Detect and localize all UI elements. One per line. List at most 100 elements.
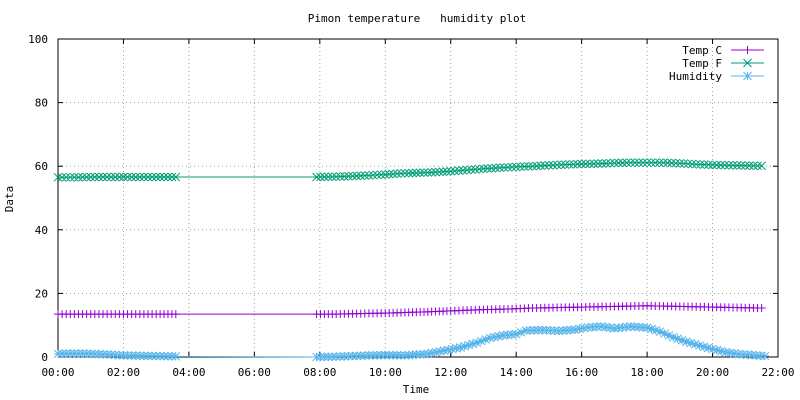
data-point [460,341,469,351]
data-point [139,172,149,182]
data-point [626,322,636,331]
data-point [550,326,559,336]
data-point [691,159,701,169]
data-point [673,334,682,344]
data-point [450,166,460,176]
data-point [683,159,693,169]
data-point [123,172,132,182]
data-point [638,323,648,332]
data-point [712,345,722,355]
data-point [483,164,492,173]
data-point [131,172,141,182]
data-point [98,172,108,182]
data-point [348,171,357,181]
data-point [135,351,145,361]
data-point [384,169,394,179]
data-point [725,348,735,358]
data-point [565,160,574,169]
data-point [82,172,91,182]
data-point [115,172,124,182]
data-point [532,161,541,171]
data-point [630,158,640,168]
data-point [94,349,104,359]
legend-label: Temp F [682,57,722,70]
series-temp-c [54,301,766,319]
data-point [312,172,321,182]
data-point [760,351,770,361]
x-tick-label: 22:00 [761,366,794,379]
data-point [340,172,349,181]
data-point [171,310,180,319]
data-point [712,160,721,170]
legend-marker [743,58,752,68]
data-point [106,350,116,360]
data-point [431,167,440,177]
data-point [476,336,486,346]
data-point [622,158,631,168]
data-point [757,161,766,171]
data-point [690,339,700,349]
x-tick-label: 06:00 [238,366,271,379]
data-point [552,160,562,170]
data-point [90,172,100,182]
data-point [660,329,669,338]
data-point [439,346,449,355]
data-point [716,346,726,356]
data-point [663,158,672,168]
data-point [605,323,615,333]
data-point [352,171,361,181]
data-point [601,158,611,168]
data-point [650,158,660,168]
data-point [736,161,746,170]
data-point [458,165,468,175]
data-point [115,350,124,360]
data-point [327,172,337,182]
data-point [511,162,521,172]
legend-entry: Humidity [669,70,764,83]
data-point [546,326,555,335]
data-point [86,172,96,182]
data-point [695,341,704,350]
data-point [485,333,495,343]
data-point [716,160,726,170]
data-point [575,324,584,334]
data-point [360,171,370,180]
data-point [78,349,87,359]
data-point [151,172,161,182]
data-point [442,167,452,176]
data-point [487,163,496,173]
x-axis-label: Time [403,383,430,396]
data-point [163,172,173,182]
data-point [466,165,476,175]
data-point [540,161,550,170]
data-point [352,351,361,361]
data-point [730,349,739,358]
data-point [470,165,480,174]
x-tick-label: 10:00 [369,366,402,379]
data-point [98,349,108,359]
data-point [155,172,165,182]
data-point [106,172,116,182]
data-point [131,351,141,361]
data-point [448,344,457,354]
data-point [588,322,597,332]
data-point [74,349,83,358]
data-point [721,347,730,357]
data-point [356,351,366,361]
data-point [659,158,668,168]
data-point [704,160,713,170]
data-point [647,324,656,334]
data-point [708,344,717,354]
data-point [102,350,112,359]
data-point [344,171,353,181]
gridlines [58,39,778,357]
axis-ticks: 00:00 02:00 04:00 06:00 08:00 10:00 12:00 14:00… [28,33,794,379]
data-point [642,158,652,168]
data-point [499,163,509,172]
data-point [743,350,752,360]
data-point [585,159,595,169]
data-point [724,160,734,170]
data-point [507,330,517,339]
data-point [408,168,417,178]
data-point [53,172,63,182]
